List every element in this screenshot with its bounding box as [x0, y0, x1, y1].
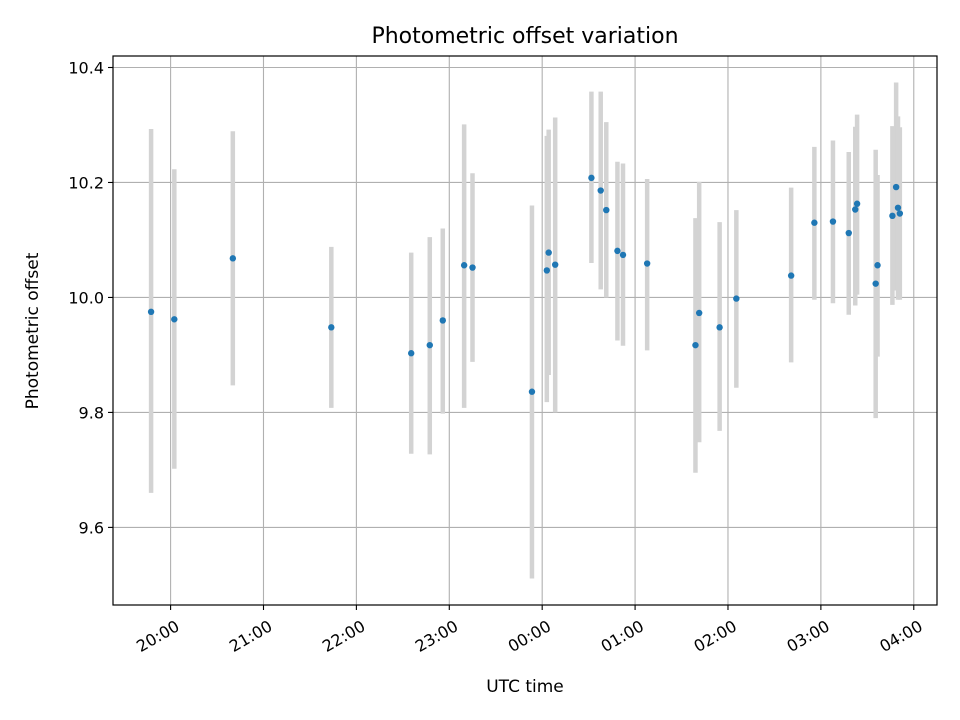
data-point: [460, 262, 468, 269]
data-point: [603, 206, 610, 214]
x-axis-label: UTC time: [486, 677, 564, 697]
data-point: [229, 255, 237, 262]
data-point: [545, 249, 552, 256]
data-point: [872, 280, 879, 287]
data-point: [328, 324, 335, 331]
data-point: [619, 251, 627, 259]
data-point: [588, 174, 595, 182]
data-point: [695, 309, 703, 317]
data-point: [787, 272, 795, 279]
data-point: [716, 324, 723, 331]
data-point: [892, 183, 900, 191]
data-point: [171, 316, 178, 323]
plot-frame: [112, 55, 938, 606]
chart-title: Photometric offset variation: [371, 24, 678, 49]
data-point: [543, 267, 551, 274]
data-point: [643, 260, 651, 267]
data-point: [614, 247, 621, 255]
y-tick-label: 10.0: [68, 288, 104, 307]
data-point: [439, 317, 446, 324]
data-point: [147, 308, 155, 316]
data-point: [597, 187, 604, 194]
data-point: [551, 261, 559, 268]
data-point: [692, 341, 699, 349]
y-tick-label: 10.4: [68, 58, 104, 77]
data-point: [896, 210, 904, 217]
data-point: [852, 206, 859, 213]
grid-lines: [113, 56, 937, 605]
y-axis-label: Photometric offset: [23, 252, 43, 409]
y-tick-label: 9.6: [79, 518, 104, 537]
data-point: [894, 204, 902, 211]
data-point: [733, 295, 740, 302]
y-tick-label: 9.8: [79, 403, 104, 422]
data-point: [528, 388, 536, 395]
data-point: [811, 219, 818, 226]
data-point: [829, 218, 837, 225]
data-point: [845, 229, 852, 237]
data-point: [469, 264, 476, 271]
data-point: [408, 350, 415, 357]
data-point: [874, 262, 881, 269]
data-point: [889, 212, 896, 220]
data-point: [426, 341, 433, 349]
data-point: [853, 200, 861, 207]
data-points: [147, 174, 904, 395]
y-tick-label: 10.2: [68, 173, 104, 192]
